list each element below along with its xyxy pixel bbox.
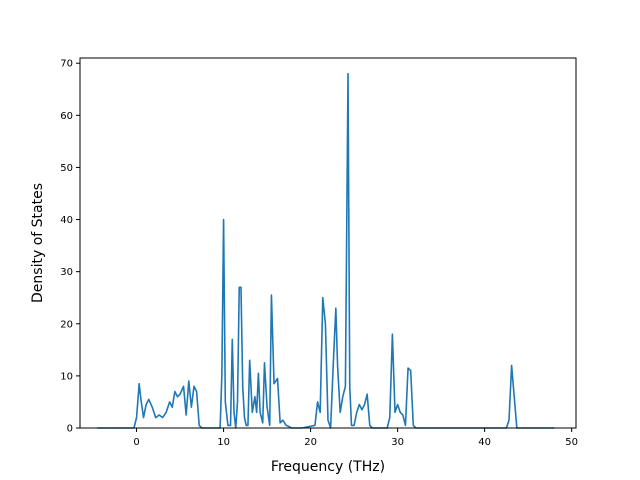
y-tick-label: 30 [60, 267, 73, 278]
y-tick-label: 50 [60, 163, 73, 174]
x-tick-label: 10 [217, 437, 230, 448]
y-tick-label: 70 [60, 59, 73, 70]
x-tick-label: 0 [133, 437, 139, 448]
y-tick-label: 60 [60, 111, 73, 122]
y-axis-ticks: 0 10 20 30 40 50 60 70 [60, 59, 80, 435]
y-tick-label: 10 [60, 371, 73, 382]
x-tick-label: 30 [391, 437, 404, 448]
x-axis-label: Frequency (THz) [271, 459, 385, 475]
y-axis-label: Density of States [30, 183, 46, 303]
y-tick-label: 20 [60, 319, 73, 330]
y-tick-label: 40 [60, 215, 73, 226]
series-layer [97, 72, 555, 429]
x-tick-label: 40 [478, 437, 491, 448]
series-line-0 [97, 72, 555, 429]
x-tick-label: 50 [565, 437, 578, 448]
x-axis-ticks: 0 10 20 30 40 50 [133, 428, 578, 448]
plot-area [80, 58, 576, 428]
x-tick-label: 20 [304, 437, 317, 448]
y-tick-label: 0 [67, 424, 73, 435]
plot-frame [79, 57, 577, 429]
